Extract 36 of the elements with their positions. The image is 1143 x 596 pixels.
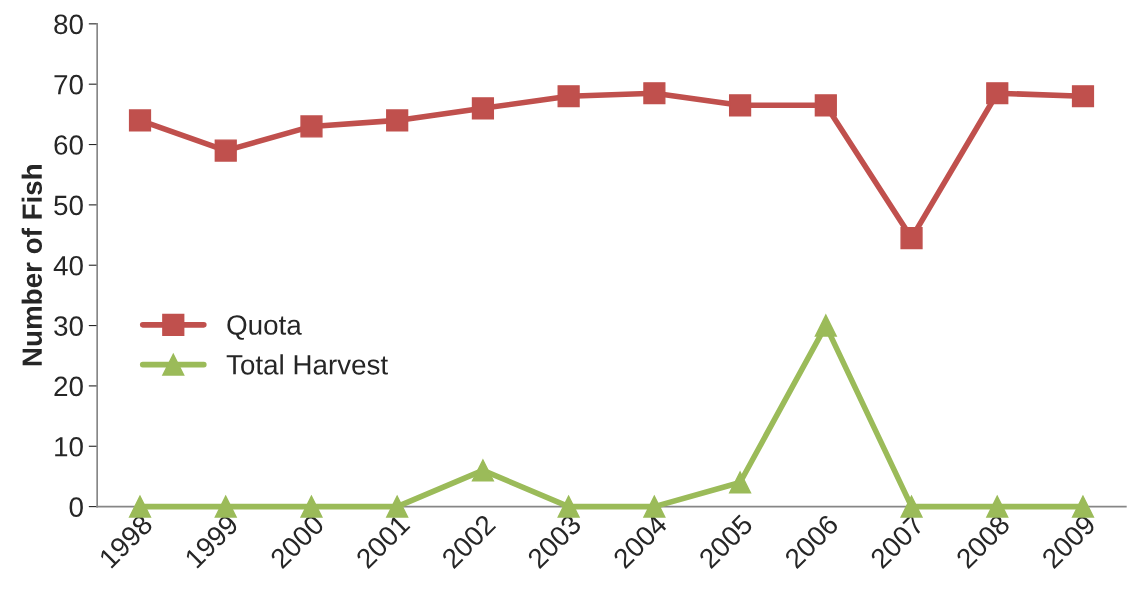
point — [728, 471, 752, 494]
y-tick-label: 10 — [55, 436, 83, 457]
y-axis-title: Number of Fish — [21, 165, 43, 366]
point — [728, 94, 752, 117]
point — [128, 495, 152, 518]
point — [814, 94, 837, 117]
point — [300, 115, 323, 138]
y-tick-label: 0 — [69, 497, 83, 517]
y-tick-label: 20 — [54, 376, 83, 397]
point — [643, 495, 666, 518]
point — [986, 495, 1009, 518]
point — [643, 82, 666, 105]
y-tick-label: 40 — [53, 255, 83, 276]
point — [471, 97, 495, 120]
point — [471, 459, 495, 482]
y-tick-label: 50 — [54, 195, 83, 216]
point — [900, 226, 923, 250]
point — [1071, 85, 1095, 108]
point — [214, 495, 237, 518]
y-tick-label: 60 — [54, 135, 83, 155]
point — [557, 495, 580, 518]
point — [900, 495, 923, 518]
point — [214, 139, 237, 162]
point — [386, 109, 409, 132]
y-tick-label: 70 — [54, 74, 83, 95]
point — [128, 109, 152, 132]
legend-label: Quota — [227, 315, 302, 340]
point — [557, 85, 580, 108]
y-tick-label: 80 — [54, 14, 83, 35]
y-tick-label: 30 — [54, 316, 83, 336]
point — [986, 82, 1009, 105]
point — [300, 495, 323, 518]
point — [814, 314, 837, 337]
legend-label: Total Harvest — [226, 354, 388, 375]
point — [386, 495, 409, 518]
point — [1071, 495, 1095, 518]
